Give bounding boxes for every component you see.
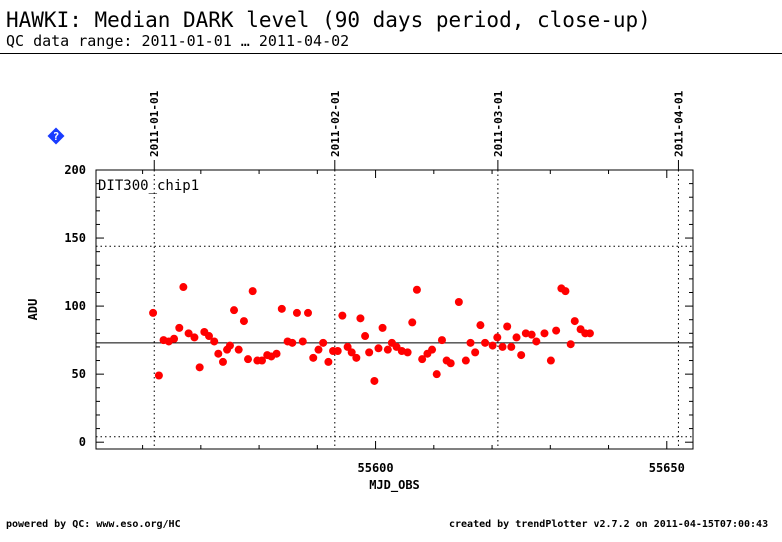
data-point <box>454 298 463 307</box>
help-icon[interactable]: ? <box>47 127 65 145</box>
data-point <box>461 356 470 365</box>
data-point <box>343 342 352 351</box>
data-point <box>184 329 193 338</box>
data-point <box>272 349 281 358</box>
data-point <box>257 356 266 365</box>
data-point <box>378 323 387 332</box>
data-point <box>466 338 475 347</box>
data-point <box>248 287 257 296</box>
data-point <box>408 318 417 327</box>
data-point <box>570 317 579 326</box>
x-tick-label: 55600 <box>358 461 394 475</box>
panel-label: DIT300_chip1 <box>98 178 199 194</box>
x-tick-label: 55650 <box>649 461 685 475</box>
date-marker-label: 2011-03-01 <box>492 90 505 157</box>
plot-frame <box>95 169 694 450</box>
data-point <box>432 370 441 379</box>
data-point <box>585 329 594 338</box>
data-point <box>292 308 301 317</box>
data-point <box>365 348 374 357</box>
data-point <box>190 333 199 342</box>
data-point <box>503 322 512 331</box>
y-tick-label: 200 <box>64 163 86 177</box>
data-point <box>149 308 158 317</box>
data-point <box>175 323 184 332</box>
data-point <box>437 336 446 345</box>
page-title: HAWKI: Median DARK level (90 days period… <box>6 8 651 32</box>
data-point <box>481 338 490 347</box>
data-point <box>230 306 239 315</box>
data-point <box>546 356 555 365</box>
data-point <box>540 329 549 338</box>
data-point <box>304 308 313 317</box>
data-point <box>352 353 361 362</box>
y-tick-label: 0 <box>79 435 86 449</box>
data-point <box>214 349 223 358</box>
y-tick-label: 50 <box>72 367 86 381</box>
data-point <box>412 285 421 294</box>
data-point <box>314 345 323 354</box>
data-point <box>356 314 365 323</box>
data-point <box>361 332 370 341</box>
data-point <box>566 340 575 349</box>
y-tick-label: 150 <box>64 231 86 245</box>
data-point <box>170 334 179 343</box>
data-point <box>218 357 227 366</box>
data-point <box>179 283 188 292</box>
data-point <box>532 337 541 346</box>
data-point <box>244 355 253 364</box>
date-marker-label: 2011-02-01 <box>329 90 342 157</box>
qc-data-range: QC data range: 2011-01-01 … 2011-04-02 <box>6 32 350 50</box>
data-point <box>527 330 536 339</box>
data-point <box>488 341 497 350</box>
data-point <box>498 342 507 351</box>
data-point <box>507 342 516 351</box>
data-point <box>319 338 328 347</box>
data-point <box>561 287 570 296</box>
header-divider <box>0 53 782 54</box>
data-point <box>225 341 234 350</box>
data-point <box>333 347 342 356</box>
data-point <box>403 348 412 357</box>
data-point <box>418 355 427 364</box>
help-icon-glyph: ? <box>53 130 60 143</box>
data-point <box>471 348 480 357</box>
x-axis-label: MJD_OBS <box>369 478 420 493</box>
data-point <box>338 311 347 320</box>
data-point <box>239 317 248 326</box>
data-point <box>347 348 356 357</box>
data-point <box>210 337 219 346</box>
data-point <box>552 326 561 335</box>
data-point <box>517 351 526 360</box>
data-point <box>309 353 318 362</box>
data-point <box>234 345 243 354</box>
data-point <box>476 321 485 330</box>
data-point <box>383 345 392 354</box>
data-point <box>370 376 379 385</box>
data-point <box>298 337 307 346</box>
date-marker-label: 2011-01-01 <box>148 90 161 157</box>
data-point <box>446 359 455 368</box>
data-point <box>428 345 437 354</box>
data-point <box>288 338 297 347</box>
date-marker-label: 2011-04-01 <box>672 90 685 157</box>
footer-created-by: created by trendPlotter v2.7.2 on 2011-0… <box>449 519 769 530</box>
data-point <box>512 333 521 342</box>
data-point <box>374 344 383 353</box>
data-point <box>154 371 163 380</box>
data-point <box>324 357 333 366</box>
y-axis-label: ADU <box>26 299 40 321</box>
y-tick-label: 100 <box>64 299 86 313</box>
data-point <box>493 333 502 342</box>
footer-powered-by: powered by QC: www.eso.org/HC <box>6 519 181 530</box>
data-point <box>195 363 204 372</box>
data-point <box>277 304 286 313</box>
data-point <box>204 332 213 341</box>
